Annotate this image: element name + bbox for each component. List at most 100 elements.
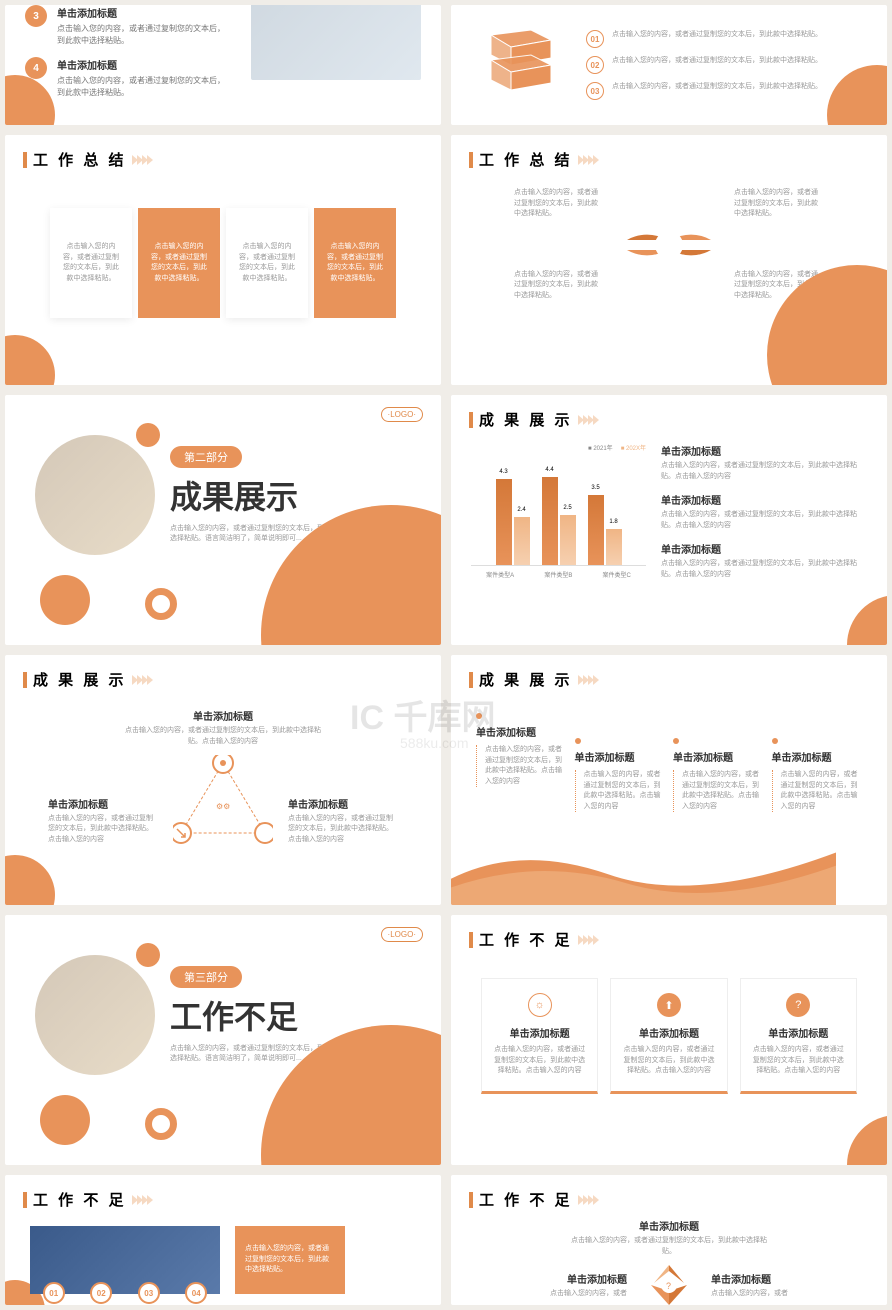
left-text: 点击输入您的内容，或者通过复制您的文本后，到此款中选择粘贴。点击输入您的内容	[48, 814, 158, 846]
card-text: 点击输入您的内容，或者通过复制您的文本后，到此款中选择粘贴。点击输入您的内容	[751, 1045, 846, 1077]
card-title: 单击添加标题	[621, 1025, 716, 1040]
slide-shortcomings-cards: 工 作 不 足 ☼ 单击添加标题 点击输入您的内容，或者通过复制您的文本后，到此…	[451, 915, 887, 1165]
triangle-graphic: ⚙⚙	[173, 755, 273, 845]
q-text: 点击输入您的内容，或者通过复制您的文本后，到此款中选择粘贴。	[734, 188, 824, 220]
item-title: 单击添加标题	[57, 57, 231, 72]
col-text: 点击输入您的内容，或者通过复制您的文本后，到此款中选择粘贴。点击输入您的内容	[485, 745, 567, 787]
info-icon: ?	[795, 999, 801, 1011]
item-text: 点击输入您的内容，或者通过复制您的文本后，到此款中选择粘贴。点击输入您的内容	[661, 559, 867, 580]
item-title: 单击添加标题	[661, 443, 867, 458]
num-3: 3	[25, 5, 47, 27]
card-title: 单击添加标题	[492, 1025, 587, 1040]
circle-deco	[40, 575, 90, 625]
item-text: 点击输入您的内容，或者通过复制您的文本后，到此款中选择粘贴。点击输入您的内容	[661, 461, 867, 482]
slide-title: 成 果 展 示	[451, 395, 887, 438]
col-title: 单击添加标题	[575, 749, 666, 764]
slide-work-summary-cards: 工 作 总 结 点击输入您的内容，或者通过复制您的文本后，到此款中选择粘贴。 点…	[5, 135, 441, 385]
num-03: 03	[586, 82, 604, 100]
card-text: 点击输入您的内容，或者通过复制您的文本后，到此款中选择粘贴。点击输入您的内容	[492, 1045, 587, 1077]
slide-results-wave: 成 果 展 示 单击添加标题点击输入您的内容，或者通过复制您的文本后，到此款中选…	[451, 655, 887, 905]
image-placeholder: 01 02 03 04	[30, 1226, 220, 1294]
svg-text:02: 02	[682, 224, 692, 234]
slide-results-chart: 成 果 展 示 ■ 2021年■ 202X年 4.32.4 4.42.5 3.5…	[451, 395, 887, 645]
svg-text:01: 01	[646, 224, 656, 234]
right-title: 单击添加标题	[288, 796, 398, 811]
step-num: 01	[43, 1282, 65, 1304]
left-title: 单击添加标题	[527, 1271, 627, 1286]
section-image	[35, 435, 155, 555]
card-filled: 点击输入您的内容，或者通过复制您的文本后，到此款中选择粘贴。	[138, 208, 220, 318]
box-text: 点击输入您的内容，或者通过复制您的文本后，到此款中选择粘贴。	[612, 30, 867, 41]
card-text: 点击输入您的内容，或者通过复制您的文本后，到此款中选择粘贴。点击输入您的内容	[621, 1045, 716, 1077]
col-title: 单击添加标题	[673, 749, 764, 764]
slide-work-summary-circle: 工 作 总 结 点击输入您的内容，或者通过复制您的文本后，到此款中选择粘贴。点击…	[451, 135, 887, 385]
col-title: 单击添加标题	[476, 724, 567, 739]
section-badge: 第二部分	[170, 446, 242, 468]
box-text: 点击输入您的内容，或者通过复制您的文本后，到此款中选择粘贴。	[612, 82, 867, 93]
item-title: 单击添加标题	[661, 541, 867, 556]
slide-title: 工 作 总 结	[451, 135, 887, 178]
bar-chart: ■ 2021年■ 202X年 4.32.4 4.42.5 3.51.8 案件类型…	[471, 443, 646, 580]
slide-section-part3: ·LOGO· 第三部分 工作不足 点击输入您的内容，或者通过复制您的文本后，到此…	[5, 915, 441, 1165]
card: ? 单击添加标题 点击输入您的内容，或者通过复制您的文本后，到此款中选择粘贴。点…	[740, 978, 857, 1094]
diamond-graphic: ?	[639, 1263, 699, 1305]
ring-deco	[145, 1108, 177, 1140]
right-text: 点击输入您的内容，或者通过复制您的文本后，到此款中选择粘贴。点击输入您的内容	[288, 814, 398, 846]
step-num: 03	[138, 1282, 160, 1304]
num-02: 02	[586, 56, 604, 74]
slide-shortcomings-steps: 工 作 不 足 01 02 03 04 点击输入您的内容，或者通过复制您的文本后…	[5, 1175, 441, 1305]
top-title: 单击添加标题	[45, 708, 401, 723]
chart-icon: ⬆	[664, 999, 673, 1012]
slide-shortcomings-diamond: 工 作 不 足 单击添加标题 点击输入您的内容，或者通过复制您的文本后，到此款中…	[451, 1175, 887, 1305]
q-text: 点击输入您的内容，或者通过复制您的文本后，到此款中选择粘贴。	[514, 270, 604, 302]
section-title: 成果展示	[170, 472, 350, 518]
logo-badge: ·LOGO·	[381, 927, 423, 942]
step-num: 02	[90, 1282, 112, 1304]
q-text: 点击输入您的内容，或者通过复制您的文本后，到此款中选择粘贴。	[514, 188, 604, 220]
card: ⬆ 单击添加标题 点击输入您的内容，或者通过复制您的文本后，到此款中选择粘贴。点…	[610, 978, 727, 1094]
slide-1: 3 单击添加标题 点击输入您的内容，或者通过复制您的文本后，到此款中选择粘贴。 …	[5, 5, 441, 125]
slide-section-part2: ·LOGO· 第二部分 成果展示 点击输入您的内容，或者通过复制您的文本后，到此…	[5, 395, 441, 645]
card: ☼ 单击添加标题 点击输入您的内容，或者通过复制您的文本后，到此款中选择粘贴。点…	[481, 978, 598, 1094]
item-title: 单击添加标题	[57, 5, 231, 20]
col-text: 点击输入您的内容，或者通过复制您的文本后，到此款中选择粘贴。点击输入您的内容	[584, 770, 666, 812]
svg-text:⚙⚙: ⚙⚙	[216, 802, 230, 811]
right-text: 点击输入您的内容，或者	[711, 1289, 811, 1300]
slide-title: 成 果 展 示	[5, 655, 441, 698]
ring-deco	[145, 588, 177, 620]
num-01: 01	[586, 30, 604, 48]
section-badge: 第三部分	[170, 966, 242, 988]
item-title: 单击添加标题	[661, 492, 867, 507]
circle-deco	[40, 1095, 90, 1145]
col-text: 点击输入您的内容，或者通过复制您的文本后，到此款中选择粘贴。点击输入您的内容	[682, 770, 764, 812]
right-title: 单击添加标题	[711, 1271, 811, 1286]
svg-text:03: 03	[646, 257, 656, 267]
card: 点击输入您的内容，或者通过复制您的文本后，到此款中选择粘贴。	[50, 208, 132, 318]
box-text: 点击输入您的内容，或者通过复制您的文本后，到此款中选择粘贴。	[612, 56, 867, 67]
card: 点击输入您的内容，或者通过复制您的文本后，到此款中选择粘贴。	[226, 208, 308, 318]
col-title: 单击添加标题	[772, 749, 863, 764]
item-text: 点击输入您的内容，或者通过复制您的文本后，到此款中选择粘贴。点击输入您的内容	[661, 510, 867, 531]
section-title: 工作不足	[170, 992, 350, 1038]
top-text: 点击输入您的内容，或者通过复制您的文本后，到此款中选择粘贴。点击输入您的内容	[123, 726, 323, 747]
wave-bg	[451, 835, 836, 905]
svg-text:?: ?	[666, 1281, 671, 1291]
slide-2: 01 点击输入您的内容，或者通过复制您的文本后，到此款中选择粘贴。 02 点击输入您…	[451, 5, 887, 125]
card-title: 单击添加标题	[751, 1025, 846, 1040]
cube-graphic	[471, 25, 571, 105]
top-text: 点击输入您的内容，或者通过复制您的文本后，到此款中选择粘贴。	[569, 1236, 769, 1257]
item-text: 点击输入您的内容，或者通过复制您的文本后，到此款中选择粘贴。	[57, 23, 231, 47]
slide-title: 工 作 不 足	[451, 915, 887, 958]
slide-title: 工 作 不 足	[5, 1175, 441, 1218]
top-title: 单击添加标题	[481, 1218, 857, 1233]
step-num: 04	[185, 1282, 207, 1304]
image-placeholder	[251, 5, 421, 80]
svg-text:04: 04	[682, 257, 692, 267]
text-box: 点击输入您的内容，或者通过复制您的文本后，到此款中选择粘贴。	[235, 1226, 345, 1294]
slide-title: 工 作 总 结	[5, 135, 441, 178]
num-4: 4	[25, 57, 47, 79]
left-title: 单击添加标题	[48, 796, 158, 811]
left-text: 点击输入您的内容，或者	[527, 1289, 627, 1300]
item-text: 点击输入您的内容，或者通过复制您的文本后，到此款中选择粘贴。	[57, 75, 231, 99]
slide-title: 成 果 展 示	[451, 655, 887, 698]
